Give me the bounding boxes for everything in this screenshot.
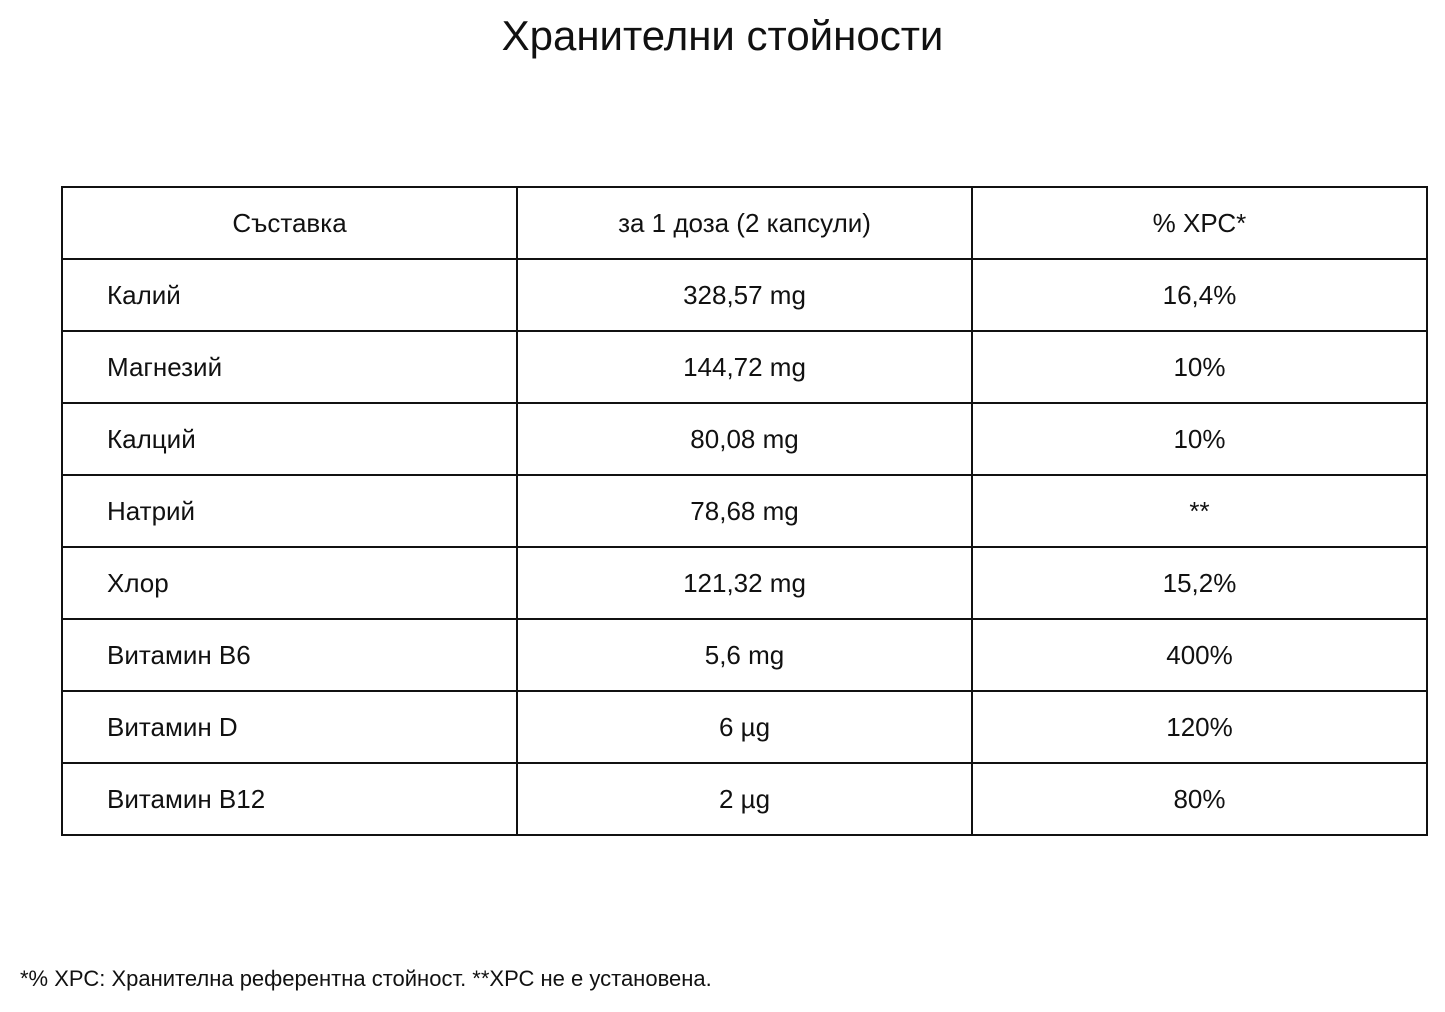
cell: 80% [971,762,1428,836]
cell: Витамин D [61,690,518,764]
cell: Витамин B6 [61,618,518,692]
cell: Магнезий [61,330,518,404]
title: Хранителни стойности [501,12,944,59]
row: Натрий 78,68 mg ** [61,474,1428,548]
header-row: Съставка за 1 доза (2 капсули)% ХРС* [61,186,1428,260]
row: Магнезий 144,72 mg 10% [61,330,1428,404]
header-cell: за 1 доза (2 капсули) [516,186,973,260]
cell: Витамин B12 [61,762,518,836]
cell: 6 µg [516,690,973,764]
cell: 15,2% [971,546,1428,620]
cell: 2 µg [516,762,973,836]
row: Витамин B12 2 µg 80% [61,762,1428,836]
header-cell: Съставка [61,186,518,260]
cell: 121,32 mg [516,546,973,620]
row: Хлор 121,32 mg 15,2% [61,546,1428,620]
footnote: *% ХРС: Хранителна референтна стойност. … [20,966,712,991]
cell: 10% [971,330,1428,404]
cell: 144,72 mg [516,330,973,404]
cell: 10% [971,402,1428,476]
cell: 120% [971,690,1428,764]
cell: 78,68 mg [516,474,973,548]
cell: 328,57 mg [516,258,973,332]
header-cell: % ХРС* [971,186,1428,260]
cell: Хлор [61,546,518,620]
row: Калций 80,08 mg 10% [61,402,1428,476]
row: Калий 328,57 mg 16,4% [61,258,1428,332]
cell: 5,6 mg [516,618,973,692]
cell: 80,08 mg [516,402,973,476]
row: Витамин B6 5,6 mg 400% [61,618,1428,692]
cell: 400% [971,618,1428,692]
cell: Натрий [61,474,518,548]
cell: Калий [61,258,518,332]
cell: ** [971,474,1428,548]
cell: 16,4% [971,258,1428,332]
nutrition-table: Съставка за 1 доза (2 капсули)% ХРС* Калий… [61,186,1428,836]
cell: Калций [61,402,518,476]
